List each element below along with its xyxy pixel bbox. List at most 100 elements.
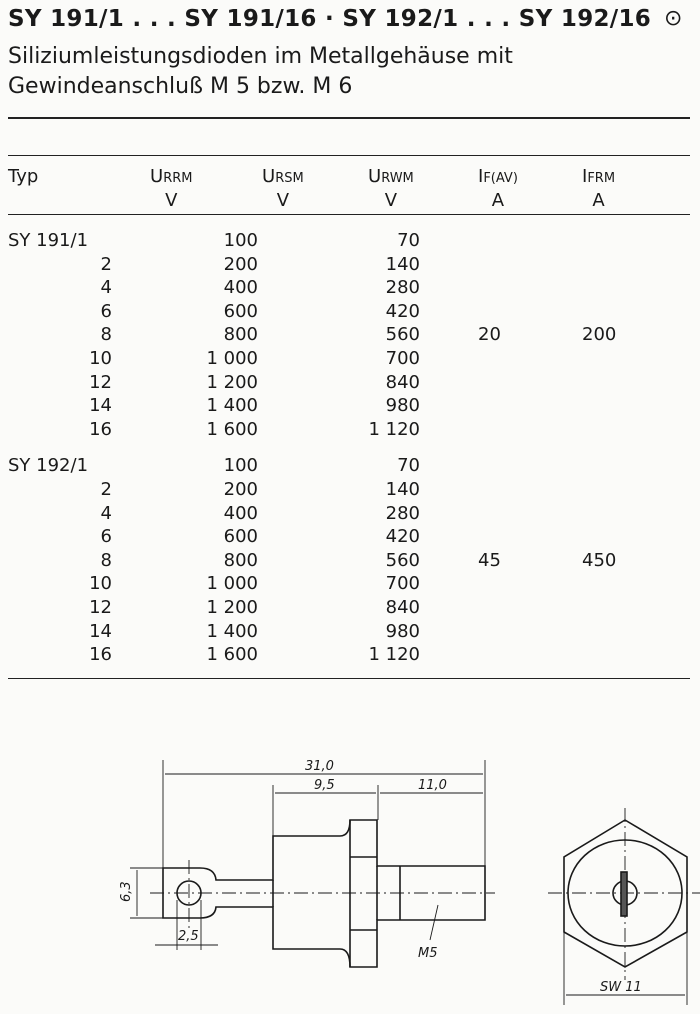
column-header: URRM V xyxy=(150,166,192,212)
header-subscript: RWM xyxy=(381,171,414,186)
header-unit: V xyxy=(384,190,398,211)
type-cell: 14 xyxy=(89,620,112,642)
urwm-cell: 70 xyxy=(397,455,420,477)
dim-lug-label: 6,3 xyxy=(119,881,134,902)
urwm-cell: 280 xyxy=(385,277,420,299)
divider xyxy=(8,117,690,119)
type-cell: 4 xyxy=(100,277,112,299)
urwm-cell: 280 xyxy=(385,502,420,524)
urrm-cell: 600 xyxy=(223,300,258,322)
urwm-cell: 1 120 xyxy=(368,418,420,440)
dim-hole-label: 2,5 xyxy=(178,929,199,944)
header-symbol: U xyxy=(150,166,164,187)
side-view xyxy=(162,819,486,968)
urwm-cell: 980 xyxy=(385,620,420,642)
type-cell: 2 xyxy=(100,479,112,500)
urwm-cell: 140 xyxy=(385,253,420,275)
urrm-cell: 100 xyxy=(223,455,258,477)
urrm-cell: 200 xyxy=(223,253,258,275)
urwm-cell: 840 xyxy=(385,597,420,618)
type-cell: 4 xyxy=(100,502,112,524)
urrm-cell: 1 400 xyxy=(206,620,258,642)
table-bottom-rule xyxy=(8,678,690,679)
header-symbol: Typ xyxy=(8,166,39,187)
urrm-cell: 1 000 xyxy=(206,573,258,595)
header-rule xyxy=(8,214,690,215)
type-cell: SY 191/1 xyxy=(8,230,89,251)
package-symbol: ⊙ xyxy=(664,6,683,31)
urwm-cell: 980 xyxy=(385,395,420,417)
column-header: Typ xyxy=(8,166,38,190)
urwm-cell: 1 120 xyxy=(368,644,420,666)
urrm-cell: 1 200 xyxy=(206,597,258,618)
urwm-cell: 700 xyxy=(385,348,420,369)
urrm-cell: 800 xyxy=(223,549,258,571)
type-cell: 6 xyxy=(100,300,112,322)
ifrm-cell: 450 xyxy=(582,549,617,571)
header-unit: A xyxy=(491,190,505,211)
urwm-cell: 420 xyxy=(385,300,420,322)
column-header: URSM V xyxy=(262,166,304,212)
dim-thread-label: 11,0 xyxy=(418,778,447,793)
header-subscript: RRM xyxy=(163,171,193,186)
table-top-rule xyxy=(8,155,690,156)
urrm-cell: 600 xyxy=(223,526,258,548)
urrm-cell: 800 xyxy=(223,324,258,346)
ifrm-cell: 200 xyxy=(582,324,617,346)
header-unit: V xyxy=(276,190,290,211)
urwm-cell: 840 xyxy=(385,371,420,393)
header-subscript: RSM xyxy=(275,171,304,186)
type-cell: SY 192/1 xyxy=(8,455,89,477)
urrm-cell: 1 600 xyxy=(206,418,258,440)
urrm-cell: 1 600 xyxy=(206,644,258,666)
dimensions xyxy=(130,760,688,1005)
column-header: URWM V xyxy=(368,166,414,212)
type-cell: 8 xyxy=(100,324,112,346)
type-cell: 16 xyxy=(89,418,112,440)
urrm-cell: 1 200 xyxy=(206,371,258,393)
urrm-cell: 1 400 xyxy=(206,395,258,417)
type-cell: 8 xyxy=(100,549,112,571)
urwm-cell: 70 xyxy=(397,230,420,251)
header-symbol: I xyxy=(582,166,588,187)
type-cell: 12 xyxy=(89,371,112,393)
header-symbol: I xyxy=(478,166,484,187)
type-cell: 6 xyxy=(100,526,112,548)
type-cell: 10 xyxy=(89,573,112,595)
urrm-cell: 100 xyxy=(223,230,258,251)
thread-label: M5 xyxy=(418,946,438,961)
dim-total-label: 31,0 xyxy=(305,759,334,774)
page-title: SY 191/1 . . . SY 191/16 · SY 192/1 . . … xyxy=(8,6,652,32)
type-cell: 10 xyxy=(89,348,112,369)
header-symbol: U xyxy=(262,166,276,187)
subtitle-line-2: Gewindeanschluß M 5 bzw. M 6 xyxy=(8,74,353,99)
header-unit: A xyxy=(592,190,605,211)
type-cell: 14 xyxy=(89,395,112,417)
if-av-cell: 45 xyxy=(478,549,501,571)
end-view xyxy=(563,819,688,968)
dim-body-label: 9,5 xyxy=(314,778,335,793)
type-cell: 16 xyxy=(89,644,112,666)
urwm-cell: 420 xyxy=(385,526,420,548)
urwm-cell: 560 xyxy=(385,324,420,346)
urrm-cell: 1 000 xyxy=(206,348,258,369)
header-subscript: F(AV) xyxy=(483,171,518,186)
urwm-cell: 140 xyxy=(385,479,420,500)
column-header: IF(AV) A xyxy=(478,166,518,212)
urrm-cell: 400 xyxy=(223,502,258,524)
urrm-cell: 200 xyxy=(223,479,258,500)
if-av-cell: 20 xyxy=(478,324,501,346)
column-header: IFRM A xyxy=(582,166,615,212)
header-unit: V xyxy=(165,190,178,211)
urrm-cell: 400 xyxy=(223,277,258,299)
type-cell: 12 xyxy=(89,597,112,618)
header-symbol: U xyxy=(368,166,382,187)
type-cell: 2 xyxy=(100,253,112,275)
urwm-cell: 700 xyxy=(385,573,420,595)
header-subscript: FRM xyxy=(587,171,616,186)
hex-label: SW 11 xyxy=(600,980,642,995)
subtitle-line-1: Siliziumleistungsdioden im Metallgehäuse… xyxy=(8,44,513,69)
urwm-cell: 560 xyxy=(385,549,420,571)
